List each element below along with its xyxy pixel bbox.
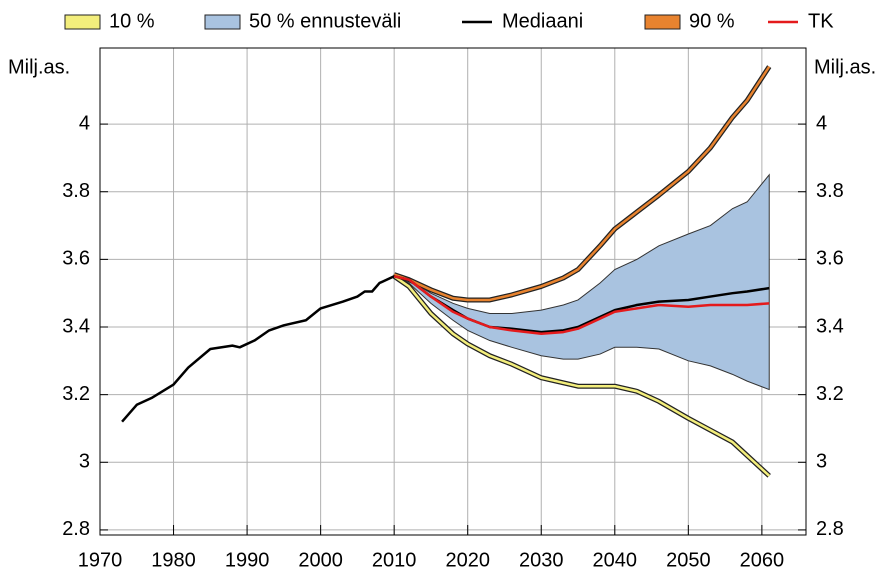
legend-label: Mediaani — [502, 10, 583, 32]
x-tick-label: 2000 — [298, 549, 343, 571]
legend-swatch — [204, 14, 241, 30]
y-tick-label: 2.8 — [62, 518, 90, 540]
y-tick-label: 3.4 — [62, 315, 90, 337]
y2-tick-label: 3.6 — [816, 248, 844, 270]
y2-axis-label: Milj.as. — [814, 56, 876, 78]
line — [393, 275, 771, 477]
y-tick-label: 3.6 — [62, 248, 90, 270]
x-tick-label: 2020 — [445, 549, 490, 571]
legend-swatch — [644, 14, 681, 30]
y-tick-label: 3.8 — [62, 180, 90, 202]
y2-tick-label: 3 — [816, 451, 827, 473]
y2-tick-label: 3.4 — [816, 315, 844, 337]
x-tick-label: 2010 — [372, 549, 417, 571]
legend-label: TK — [808, 10, 834, 32]
legend-label: 10 % — [109, 10, 155, 32]
y-axis-label: Milj.as. — [8, 56, 70, 78]
x-tick-label: 2030 — [519, 549, 564, 571]
line — [393, 65, 771, 302]
line — [393, 275, 770, 336]
y-tick-label: 3 — [79, 451, 90, 473]
x-tick-label: 1980 — [151, 549, 196, 571]
legend-swatch — [64, 14, 101, 30]
y2-tick-label: 4 — [816, 112, 827, 134]
forecast-band — [393, 173, 770, 391]
x-tick-label: 1990 — [225, 549, 270, 571]
y2-tick-label: 3.8 — [816, 180, 844, 202]
x-tick-label: 1970 — [78, 549, 123, 571]
plot-frame — [99, 47, 807, 536]
x-tick-label: 2040 — [593, 549, 638, 571]
y-tick-label: 3.2 — [62, 383, 90, 405]
y2-tick-label: 2.8 — [816, 518, 844, 540]
y2-tick-label: 3.2 — [816, 383, 844, 405]
y-tick-label: 4 — [79, 112, 90, 134]
x-tick-label: 2060 — [740, 549, 785, 571]
x-tick-label: 2050 — [666, 549, 711, 571]
legend-label: 90 % — [689, 10, 735, 32]
legend-label: 50 % ennusteväli — [249, 10, 401, 32]
